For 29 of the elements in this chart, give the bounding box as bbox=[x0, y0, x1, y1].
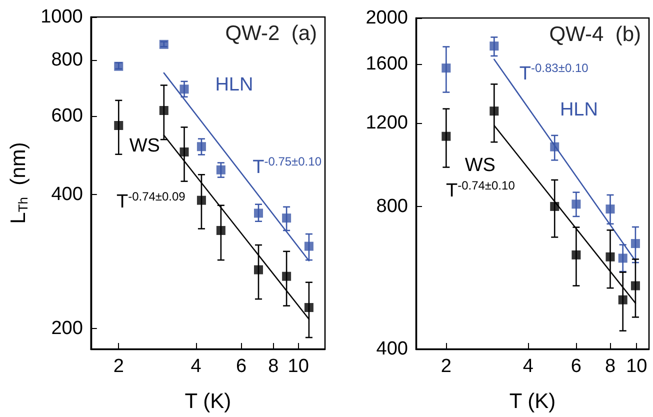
series-label: HLN bbox=[560, 100, 598, 121]
x-tick-label: 8 bbox=[604, 356, 616, 377]
y-tick-label: 2000 bbox=[366, 8, 408, 28]
x-tick-label: 10 bbox=[626, 356, 648, 377]
y-tick-label: 800 bbox=[51, 50, 83, 71]
y-tick-label: 200 bbox=[51, 318, 83, 340]
x-tick-label: 10 bbox=[288, 356, 309, 377]
annotation: QW-2 (a) bbox=[225, 22, 318, 45]
x-tick-label: 4 bbox=[190, 356, 202, 377]
x-tick-label: 4 bbox=[522, 356, 534, 377]
y-tick-label: 1200 bbox=[366, 112, 408, 134]
y-tick-label: 1000 bbox=[40, 6, 83, 28]
series-label: WS bbox=[464, 154, 496, 176]
x-axis-title: T (K) bbox=[509, 390, 556, 413]
x-tick-label: 2 bbox=[113, 356, 124, 377]
annotation: QW-4 (b) bbox=[549, 23, 642, 46]
x-tick-label: 8 bbox=[268, 356, 279, 377]
x-tick-label: 6 bbox=[236, 356, 247, 377]
y-tick-label: 1600 bbox=[366, 53, 408, 74]
y-tick-label: 400 bbox=[51, 184, 83, 205]
y-tick-label: 600 bbox=[51, 105, 83, 126]
series-label: HLN bbox=[215, 74, 254, 96]
x-tick-label: 2 bbox=[440, 356, 452, 377]
x-tick-label: 6 bbox=[570, 356, 582, 377]
y-tick-label: 400 bbox=[376, 338, 408, 360]
y-axis-title: LTh (nm) bbox=[7, 142, 31, 224]
series-label: WS bbox=[129, 136, 160, 157]
x-axis-title: T (K) bbox=[184, 390, 232, 413]
y-tick-label: 800 bbox=[376, 196, 408, 217]
